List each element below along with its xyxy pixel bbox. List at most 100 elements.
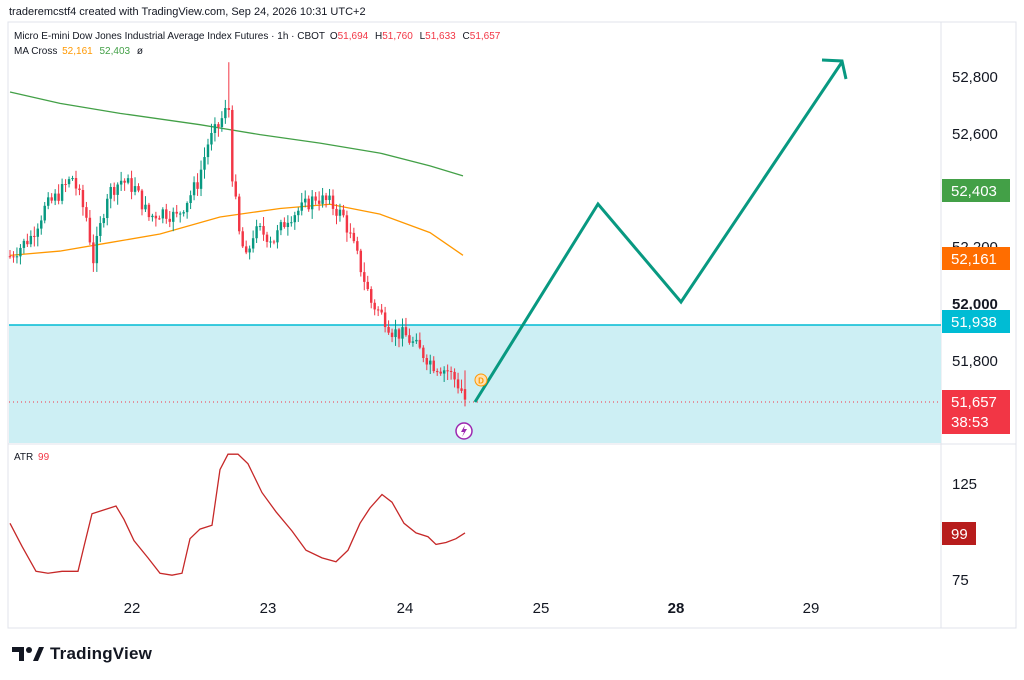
- candle-body[interactable]: [331, 195, 335, 209]
- candle-body[interactable]: [119, 180, 123, 185]
- candle-body[interactable]: [137, 186, 140, 191]
- candle-body[interactable]: [456, 379, 460, 389]
- candle-body[interactable]: [15, 256, 19, 258]
- candle-body[interactable]: [276, 230, 279, 243]
- candle-body[interactable]: [342, 209, 345, 216]
- candle-body[interactable]: [293, 215, 297, 223]
- candle-body[interactable]: [234, 181, 237, 197]
- candle-body[interactable]: [446, 370, 449, 372]
- candle-body[interactable]: [74, 178, 78, 189]
- candle-body[interactable]: [224, 108, 227, 119]
- candle-body[interactable]: [161, 209, 165, 219]
- candle-body[interactable]: [283, 222, 286, 228]
- candle-body[interactable]: [220, 118, 224, 128]
- candle-body[interactable]: [359, 250, 363, 273]
- candle-body[interactable]: [71, 178, 74, 180]
- candle-body[interactable]: [356, 241, 359, 251]
- support-zone[interactable]: [9, 325, 941, 443]
- candle-body[interactable]: [265, 234, 269, 242]
- candle-body[interactable]: [217, 124, 220, 128]
- candle-body[interactable]: [227, 108, 231, 110]
- candle-body[interactable]: [376, 309, 380, 311]
- candle-body[interactable]: [29, 235, 33, 245]
- candle-body[interactable]: [19, 247, 22, 257]
- candle-body[interactable]: [383, 312, 387, 328]
- candle-body[interactable]: [123, 180, 126, 183]
- ma-fast-polyline[interactable]: [9, 203, 464, 256]
- candle-body[interactable]: [244, 246, 248, 253]
- candle-body[interactable]: [192, 182, 196, 196]
- candle-body[interactable]: [404, 327, 408, 336]
- candle-body[interactable]: [251, 238, 255, 249]
- candle-body[interactable]: [408, 335, 411, 343]
- candle-body[interactable]: [262, 226, 265, 235]
- candle-body[interactable]: [33, 235, 36, 237]
- candle-body[interactable]: [43, 205, 46, 221]
- candle-body[interactable]: [64, 184, 67, 186]
- candle-body[interactable]: [213, 124, 217, 133]
- candle-body[interactable]: [36, 228, 40, 237]
- candle-body[interactable]: [78, 188, 81, 191]
- candle-body[interactable]: [130, 178, 133, 192]
- candle-body[interactable]: [258, 226, 262, 228]
- ma-legend[interactable]: MA Cross 52,161 52,403 ø: [14, 46, 145, 57]
- candle-body[interactable]: [50, 197, 53, 201]
- candle-body[interactable]: [106, 198, 109, 219]
- candle-body[interactable]: [255, 226, 258, 239]
- candle-body[interactable]: [432, 360, 435, 372]
- candle-body[interactable]: [397, 329, 401, 339]
- candle-body[interactable]: [178, 213, 182, 215]
- candle-body[interactable]: [231, 109, 234, 182]
- candle-body[interactable]: [126, 178, 130, 183]
- candle-body[interactable]: [324, 195, 328, 201]
- candle-body[interactable]: [352, 232, 356, 242]
- candle-body[interactable]: [57, 193, 60, 201]
- candle-body[interactable]: [279, 222, 283, 231]
- visibility-icon[interactable]: ø: [136, 46, 143, 57]
- candle-body[interactable]: [112, 187, 116, 195]
- atr-legend[interactable]: ATR 99: [14, 452, 49, 463]
- candle-body[interactable]: [99, 223, 102, 236]
- candle-body[interactable]: [349, 232, 352, 234]
- candle-body[interactable]: [175, 211, 178, 214]
- candle-body[interactable]: [206, 144, 210, 158]
- candle-body[interactable]: [300, 202, 303, 211]
- candle-body[interactable]: [8, 256, 12, 258]
- candle-body[interactable]: [210, 132, 213, 145]
- candle-body[interactable]: [26, 240, 29, 245]
- candle-body[interactable]: [425, 358, 429, 365]
- candle-body[interactable]: [307, 198, 310, 210]
- candle-body[interactable]: [248, 248, 251, 253]
- candle-body[interactable]: [22, 240, 26, 248]
- candle-body[interactable]: [102, 218, 105, 224]
- candle-body[interactable]: [290, 222, 293, 224]
- candle-body[interactable]: [203, 157, 206, 170]
- candle-body[interactable]: [46, 197, 50, 206]
- candle-body[interactable]: [241, 231, 244, 247]
- candle-body[interactable]: [88, 217, 92, 243]
- candle-body[interactable]: [95, 235, 99, 264]
- candle-body[interactable]: [147, 204, 151, 218]
- candle-body[interactable]: [390, 332, 394, 338]
- candle-body[interactable]: [310, 196, 314, 210]
- candle-body[interactable]: [116, 184, 119, 195]
- candle-body[interactable]: [429, 360, 432, 365]
- candle-body[interactable]: [272, 241, 276, 243]
- candle-body[interactable]: [449, 370, 453, 372]
- dividend-marker[interactable]: [474, 373, 488, 387]
- candle-body[interactable]: [172, 211, 175, 222]
- candle-body[interactable]: [133, 186, 137, 192]
- candle-body[interactable]: [238, 196, 241, 232]
- candle-body[interactable]: [411, 341, 415, 343]
- candle-body[interactable]: [321, 195, 324, 204]
- candle-body[interactable]: [439, 371, 442, 374]
- candle-body[interactable]: [199, 169, 203, 189]
- candle-body[interactable]: [185, 203, 189, 213]
- candle-body[interactable]: [380, 309, 383, 313]
- candle-body[interactable]: [40, 220, 43, 229]
- candle-body[interactable]: [394, 329, 397, 338]
- candle-body[interactable]: [460, 388, 463, 391]
- projection-path[interactable]: [473, 61, 844, 403]
- candle-body[interactable]: [463, 389, 467, 400]
